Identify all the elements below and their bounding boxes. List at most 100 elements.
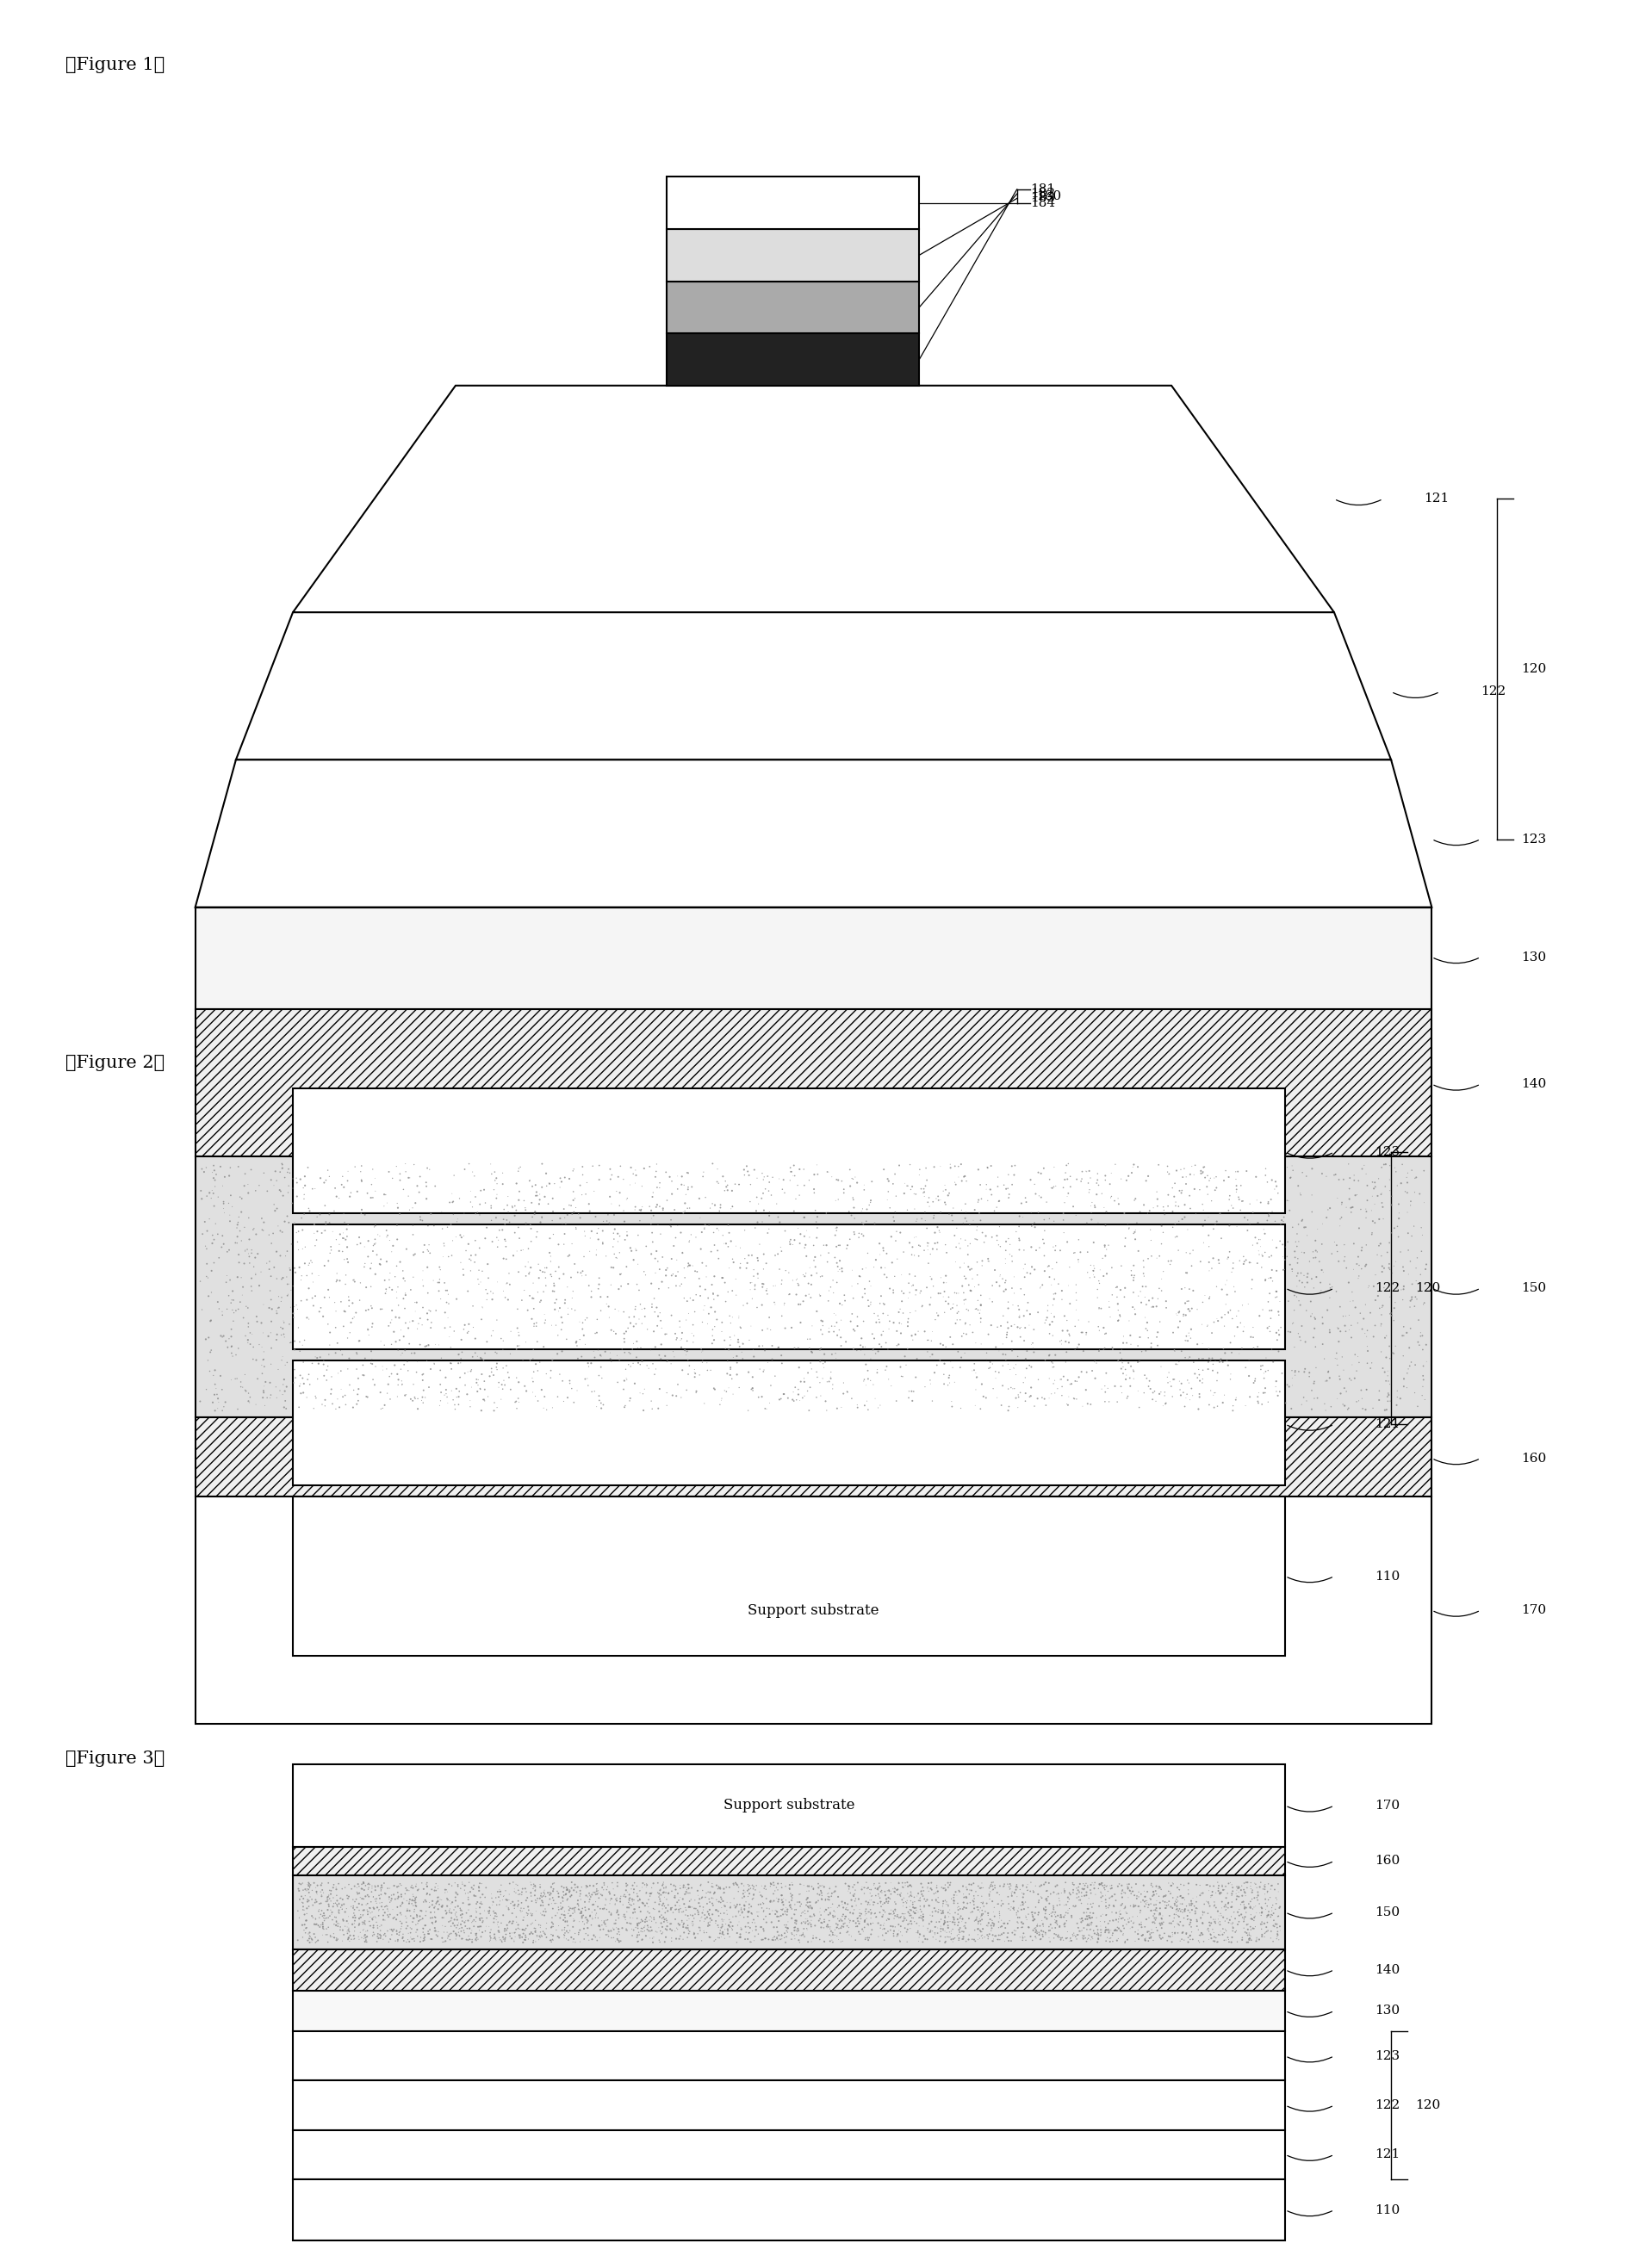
Point (1022, 1209, 1048, 1245)
Point (997, 1867, 1023, 1903)
Point (957, 1252, 983, 1288)
Point (604, 1338, 630, 1374)
Point (478, 1912, 504, 1948)
Point (1396, 1256, 1422, 1293)
Point (340, 1916, 366, 1953)
Point (1180, 1880, 1206, 1916)
Point (612, 1320, 638, 1356)
Point (757, 1193, 783, 1229)
Point (867, 1236, 893, 1272)
Point (1155, 1148, 1181, 1184)
Point (462, 1222, 488, 1259)
Point (1271, 1200, 1297, 1236)
Point (1043, 1916, 1069, 1953)
Point (1145, 1878, 1171, 1914)
Point (794, 1882, 820, 1919)
Point (885, 1916, 911, 1953)
Point (340, 1905, 366, 1941)
Point (1028, 1878, 1054, 1914)
Point (1116, 1361, 1142, 1397)
Point (511, 1272, 537, 1309)
Point (539, 1901, 565, 1937)
Point (560, 1923, 586, 1960)
Point (822, 1898, 848, 1935)
Point (1196, 1885, 1222, 1921)
Point (631, 1297, 657, 1334)
Point (1051, 1216, 1077, 1252)
Point (921, 1198, 947, 1234)
Point (890, 1887, 916, 1923)
Point (687, 1889, 713, 1926)
Point (706, 1166, 732, 1202)
Point (1349, 1311, 1375, 1347)
Point (1412, 1381, 1438, 1418)
Point (444, 1876, 470, 1912)
Point (944, 1229, 970, 1266)
Point (366, 1245, 392, 1281)
Point (932, 1295, 958, 1331)
Point (984, 1309, 1010, 1345)
Point (799, 1903, 825, 1939)
Point (309, 1871, 335, 1907)
Point (443, 1882, 469, 1919)
Point (482, 1905, 508, 1941)
Point (984, 1168, 1010, 1204)
Point (932, 1919, 958, 1955)
Point (849, 1279, 875, 1315)
Point (1043, 1168, 1069, 1204)
Point (1406, 1302, 1432, 1338)
Point (774, 1896, 800, 1932)
Point (678, 1216, 704, 1252)
Point (975, 1182, 1001, 1218)
Point (573, 1218, 599, 1254)
Point (1237, 1921, 1263, 1957)
Point (1010, 1914, 1036, 1950)
Point (903, 1202, 929, 1238)
Point (517, 1905, 543, 1941)
Point (1256, 1198, 1282, 1234)
Point (1180, 1272, 1206, 1309)
Point (351, 1340, 377, 1377)
Point (1329, 1200, 1355, 1236)
Point (838, 1304, 864, 1340)
Point (563, 1889, 589, 1926)
Point (963, 1359, 989, 1395)
Point (1054, 1313, 1080, 1349)
Point (1136, 1159, 1162, 1195)
Point (459, 1898, 485, 1935)
Point (691, 1211, 718, 1247)
Point (578, 1279, 604, 1315)
Point (914, 1161, 940, 1198)
Point (493, 1912, 519, 1948)
Point (574, 1910, 600, 1946)
Point (931, 1905, 957, 1941)
Point (1349, 1250, 1375, 1286)
Point (360, 1894, 386, 1930)
Point (1137, 1919, 1163, 1955)
Point (462, 1878, 488, 1914)
Point (542, 1290, 568, 1327)
Point (1259, 1293, 1285, 1329)
Point (848, 1259, 874, 1295)
Point (731, 1876, 757, 1912)
Point (356, 1867, 382, 1903)
Point (356, 1869, 382, 1905)
Point (1157, 1882, 1183, 1919)
Point (311, 1896, 337, 1932)
Point (992, 1910, 1019, 1946)
Point (268, 1284, 294, 1320)
Point (578, 1345, 604, 1381)
Point (1318, 1388, 1344, 1424)
Point (335, 1905, 361, 1941)
Point (556, 1236, 582, 1272)
Point (410, 1290, 436, 1327)
Point (1033, 1901, 1059, 1937)
Point (1121, 1889, 1147, 1926)
Point (683, 1254, 709, 1290)
Point (991, 1905, 1017, 1941)
Point (568, 1882, 594, 1919)
Point (639, 1225, 665, 1261)
Point (856, 1894, 882, 1930)
Point (882, 1873, 908, 1910)
Point (444, 1379, 470, 1415)
